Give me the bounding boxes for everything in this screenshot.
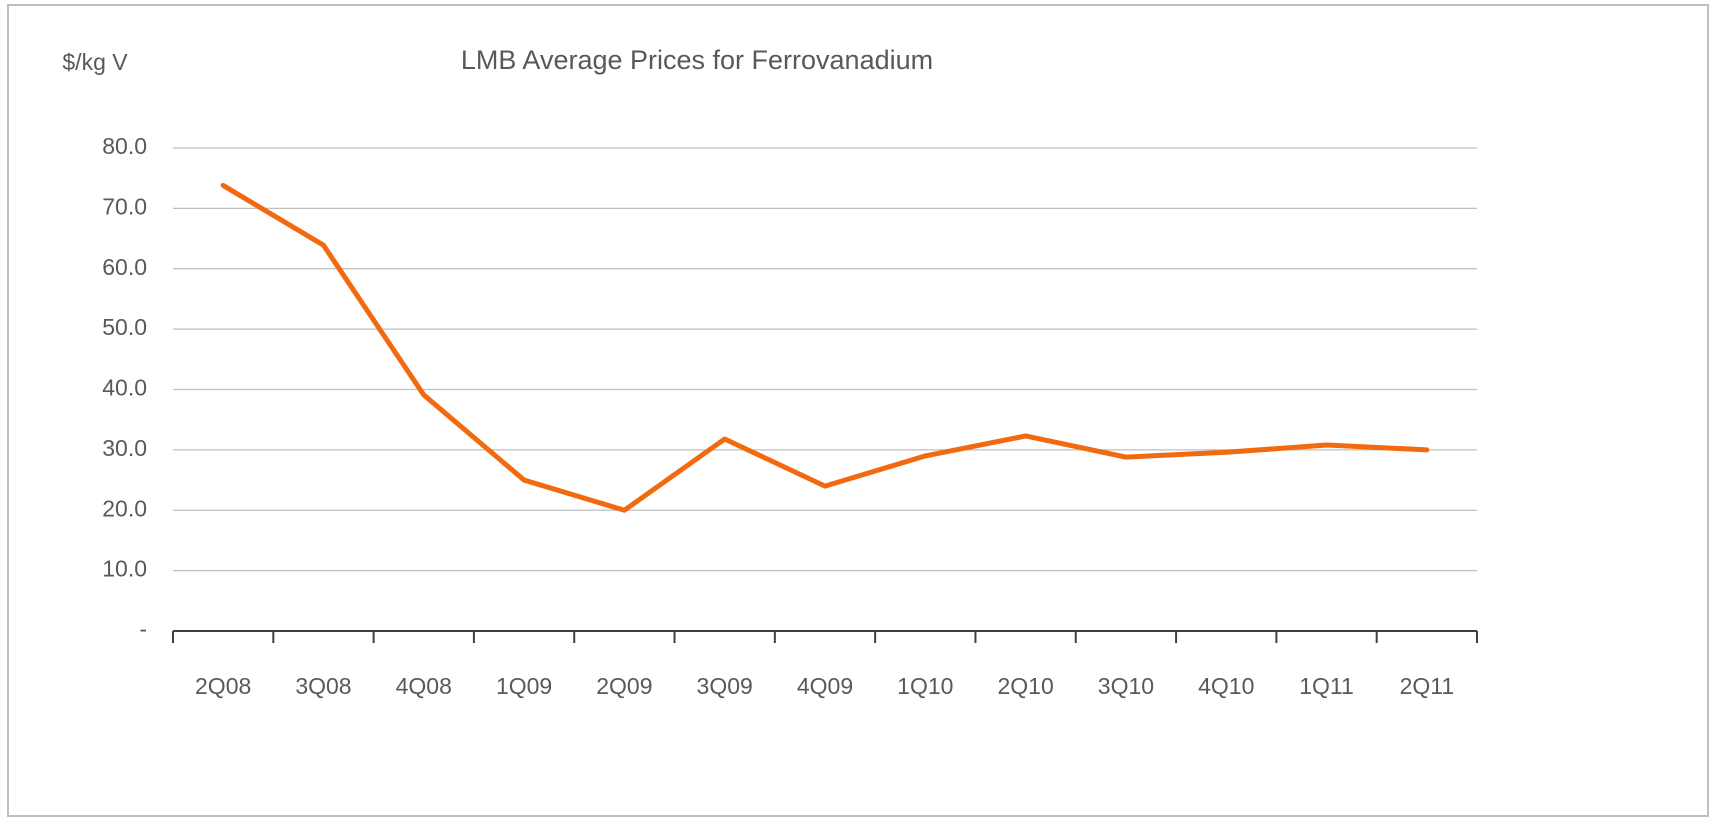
y-tick-label: 10.0 — [102, 556, 147, 582]
y-tick-label: 20.0 — [102, 495, 147, 521]
x-tick-label: 1Q11 — [1299, 673, 1354, 699]
y-tick-label: 30.0 — [102, 435, 147, 461]
x-tick-label: 1Q10 — [897, 673, 953, 699]
y-tick-label: 60.0 — [102, 254, 147, 280]
x-tick-label: 3Q08 — [295, 673, 351, 699]
x-tick-label: 2Q10 — [997, 673, 1053, 699]
data-line — [220, 182, 1430, 513]
x-tick-label: 2Q09 — [596, 673, 652, 699]
y-tick-label: 50.0 — [102, 314, 147, 340]
chart-title: LMB Average Prices for Ferrovanadium — [461, 45, 933, 75]
x-tick-label: 4Q10 — [1198, 673, 1254, 699]
x-tick-label: 4Q09 — [797, 673, 853, 699]
y-axis-label: $/kg V — [62, 49, 128, 75]
x-tick-label: 4Q08 — [396, 673, 452, 699]
chart-frame — [7, 4, 1709, 817]
x-tick-label: 1Q09 — [496, 673, 552, 699]
y-tick-label: 70.0 — [102, 193, 147, 219]
y-tick-label: - — [139, 616, 147, 642]
x-tick-label: 3Q10 — [1098, 673, 1154, 699]
y-tick-label: 40.0 — [102, 375, 147, 401]
x-tick-label: 3Q09 — [697, 673, 753, 699]
x-tick-label: 2Q11 — [1400, 673, 1455, 699]
y-tick-label: 80.0 — [102, 133, 147, 159]
x-tick-label: 2Q08 — [195, 673, 251, 699]
